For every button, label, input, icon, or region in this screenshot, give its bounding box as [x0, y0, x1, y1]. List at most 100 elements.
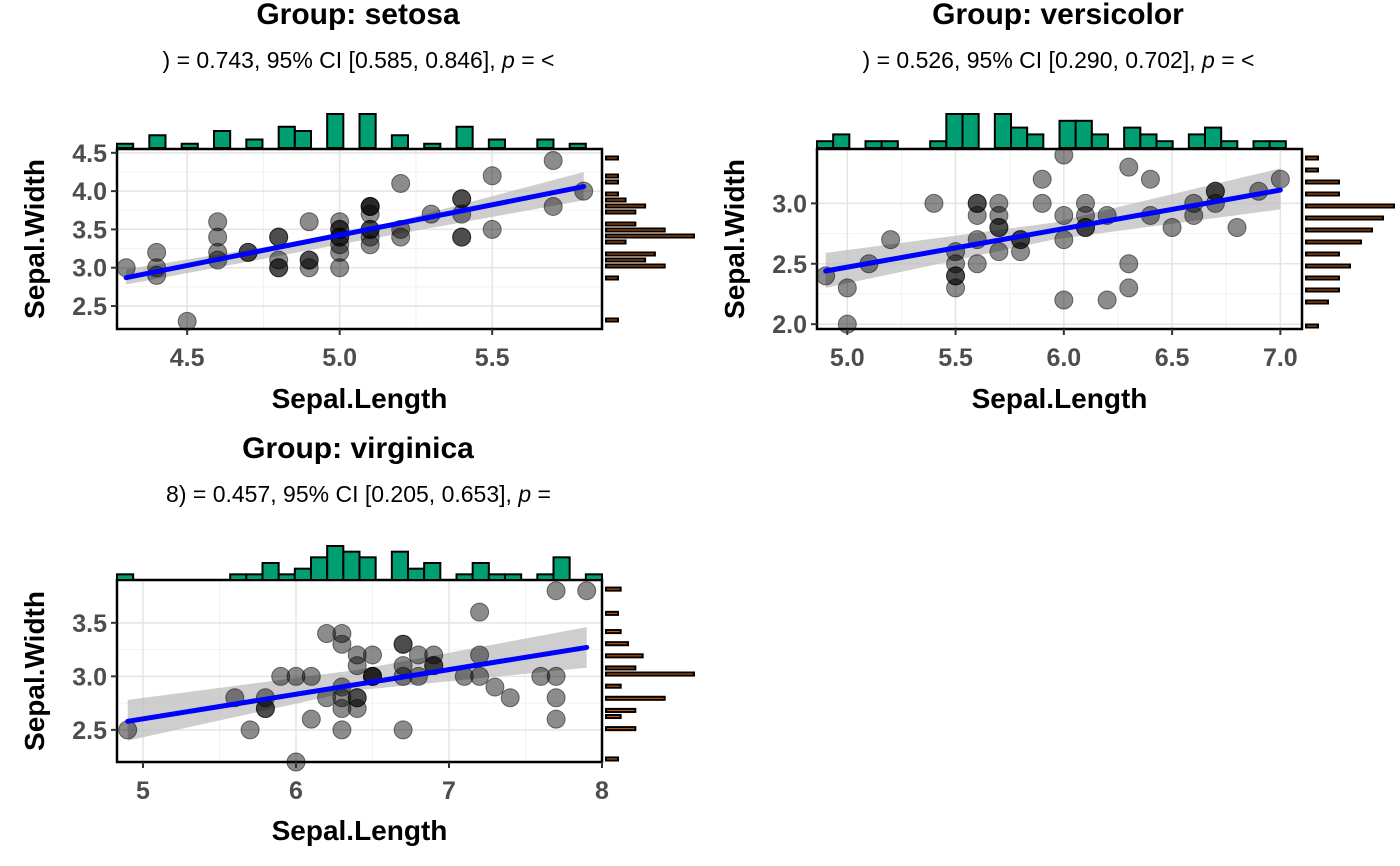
y-tick-label: 3.0 [772, 190, 807, 218]
data-point [1119, 157, 1139, 177]
data-point [1011, 242, 1031, 262]
top-hist-bar [116, 142, 135, 149]
side-histogram [1305, 155, 1395, 329]
data-point [271, 666, 291, 686]
top-hist-bar [455, 125, 474, 149]
data-point [347, 645, 367, 665]
side-hist-bar [605, 707, 637, 713]
data-point [531, 666, 551, 686]
top-hist-bar [1123, 126, 1142, 149]
data-point [393, 634, 413, 654]
data-point [332, 634, 352, 654]
data-point [1270, 169, 1290, 189]
side-hist-bar [1305, 299, 1329, 305]
chart-title: Group: versicolor [932, 0, 1184, 31]
data-point [1032, 169, 1052, 189]
data-point [482, 219, 502, 239]
x-tick-label: 4.5 [170, 344, 205, 372]
panel-1: Group: versicolor ) = 0.526, 95% CI [0.29… [719, 0, 1395, 414]
data-point [299, 250, 319, 270]
side-hist-bar [605, 683, 622, 689]
top-hist-bar [358, 113, 377, 149]
data-point [543, 150, 563, 170]
data-point [332, 688, 352, 708]
chart-title: Group: virginica [242, 432, 474, 465]
data-point [1162, 218, 1182, 238]
top-hist-bar [1058, 119, 1077, 150]
side-hist-bar [605, 629, 622, 635]
data-point [967, 193, 987, 213]
data-point [408, 645, 428, 665]
data-point [967, 254, 987, 274]
top-hist-bar [277, 573, 296, 581]
data-point [924, 193, 944, 213]
regression-line [823, 187, 1283, 274]
grid [117, 149, 602, 329]
data-point [546, 709, 566, 729]
data-point [301, 709, 321, 729]
x-tick-label: 7.0 [1263, 344, 1298, 372]
data-point [577, 581, 597, 601]
top-hist-bar [277, 125, 296, 149]
side-hist-bar [1305, 155, 1319, 161]
side-hist-bar [605, 586, 622, 592]
top-hist-bar [993, 113, 1012, 149]
data-point [299, 258, 319, 278]
data-point [269, 250, 289, 270]
top-hist-bar [245, 138, 264, 149]
y-tick-label: 3.0 [72, 663, 107, 691]
side-hist-bar [1305, 263, 1351, 269]
data-point [1075, 193, 1095, 213]
data-point [332, 624, 352, 644]
y-tick-label: 3.5 [72, 610, 107, 638]
data-point [208, 227, 228, 247]
top-hist-bar [864, 140, 883, 149]
data-point [1140, 169, 1160, 189]
top-hist-bar [342, 550, 361, 582]
data-point [546, 688, 566, 708]
top-hist-bar [148, 134, 167, 149]
x-tick-label: 6.0 [1046, 344, 1081, 372]
data-point [177, 311, 197, 331]
side-hist-bar [605, 155, 619, 161]
x-tick-label: 5.0 [830, 344, 865, 372]
side-hist-bar [1305, 323, 1319, 329]
data-point [347, 656, 367, 676]
x-tick-label: 5.5 [938, 344, 973, 372]
top-hist-bar [945, 113, 964, 149]
y-axis-title: Sepal.Width [719, 159, 750, 319]
side-hist-bar [605, 179, 619, 185]
top-hist-bar [832, 133, 851, 149]
data-point [347, 688, 367, 708]
top-hist-bar [326, 113, 345, 149]
top-hist-bar [358, 556, 377, 581]
top-hist-bar [423, 142, 442, 149]
data-point [452, 189, 472, 209]
top-hist-bar [536, 138, 555, 149]
data-point [240, 720, 260, 740]
top-hist-bar [229, 573, 248, 581]
side-hist-bar [605, 317, 619, 323]
side-hist-bar [1305, 251, 1340, 257]
panel-0: Group: setosa) = 0.743, 95% CI [0.585, 0… [19, 0, 695, 414]
data-point [424, 645, 444, 665]
data-point [470, 602, 490, 622]
side-histogram [605, 155, 695, 323]
chart-subtitle: ) = 0.526, 95% CI [0.290, 0.702], p = < [863, 47, 1255, 73]
data-point [330, 242, 350, 262]
top-hist-bar [536, 573, 555, 581]
top-hist-bar [471, 562, 490, 581]
top-hist-bar [455, 573, 474, 581]
data-point [330, 212, 350, 232]
top-hist-bar [487, 573, 507, 581]
x-axis-title: Sepal.Length [272, 383, 448, 414]
top-hist-bar [584, 573, 603, 581]
side-hist-bar [1305, 287, 1340, 293]
data-point [470, 666, 490, 686]
y-tick-label: 2.5 [772, 251, 807, 279]
data-point [1205, 181, 1225, 201]
data-point [147, 242, 167, 262]
data-point [363, 645, 383, 665]
data-point [332, 720, 352, 740]
side-hist-bar [605, 251, 656, 257]
